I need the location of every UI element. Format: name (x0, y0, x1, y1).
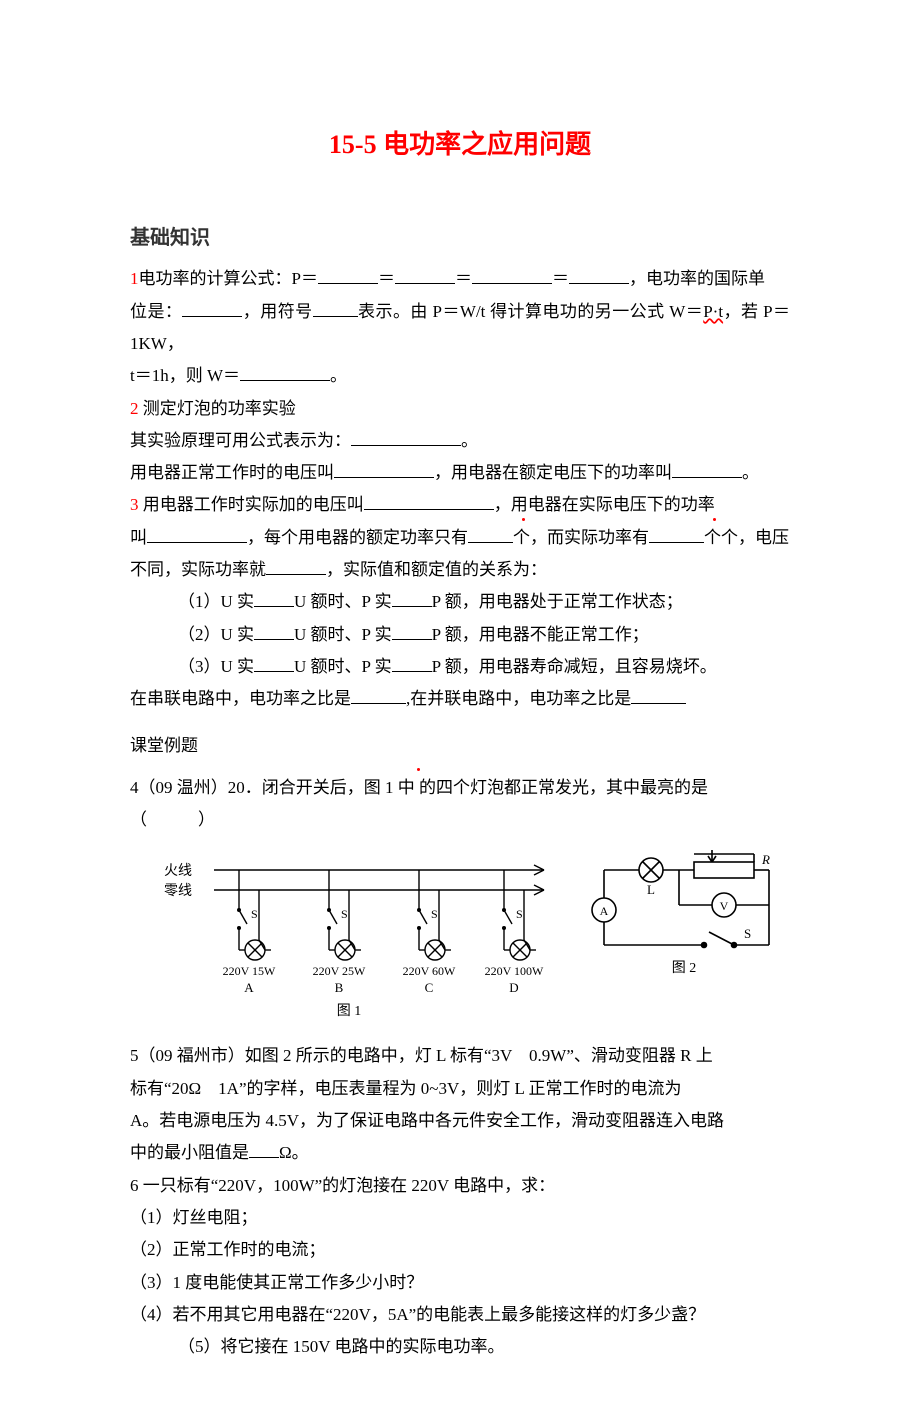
heading-basic: 基础知识 (130, 219, 790, 257)
q2-num: 2 (130, 399, 139, 418)
svg-text:S: S (251, 907, 258, 921)
q1-line2: 位是：，用符号表示。由 P＝W/t 得计算电功的另一公式 W＝P·t，若 P＝1… (130, 296, 790, 361)
blank (395, 266, 455, 284)
dot-accent: 个 (513, 522, 530, 554)
q3-rel1: （1）U 实U 额时、P 实P 额，用电器处于正常工作状态； (130, 586, 790, 618)
fig1-caption: 图 1 (337, 1004, 362, 1019)
fig2-caption: 图 2 (672, 961, 697, 976)
blank (468, 525, 513, 543)
q6-line2: （1）灯丝电阻； (130, 1202, 790, 1234)
figure-1: 火线 零线 S 220V 15W A S 220V 25W B S 220V 60W C S 220… (154, 850, 554, 1020)
q6-line3: （2）正常工作时的电流； (130, 1234, 790, 1266)
q3-rel3: （3）U 实U 额时、P 实P 额，用电器寿命减短，且容易烧坏。 (130, 651, 790, 683)
fig2-V: V (720, 899, 729, 913)
blank (392, 622, 432, 640)
fig2-L: L (647, 882, 655, 897)
fig2-A: A (600, 904, 609, 918)
blank (392, 654, 432, 672)
blank (351, 686, 406, 704)
q5-line1: 5（09 福州市）如图 2 所示的电路中，灯 L 标有“3V 0.9W”、滑动变… (130, 1040, 790, 1072)
q5-line3: A。若电源电压为 4.5V，为了保证电路中各元件安全工作，滑动变阻器连入电路 (130, 1105, 790, 1137)
q1-line3: t＝1h，则 W＝。 (130, 360, 790, 392)
blank (254, 654, 294, 672)
blank (364, 492, 494, 510)
blank (351, 428, 461, 446)
blank (672, 460, 742, 478)
fig2-R: R (761, 852, 770, 867)
blank (240, 363, 330, 381)
svg-text:220V 25W: 220V 25W (313, 964, 366, 978)
blank (254, 589, 294, 607)
blank (254, 622, 294, 640)
blank (313, 299, 358, 317)
blank (472, 266, 552, 284)
fig2-S: S (744, 926, 751, 941)
svg-text:220V 100W: 220V 100W (485, 964, 544, 978)
blank (631, 686, 686, 704)
blank (318, 266, 378, 284)
q4-line1: 4（09 温州）20．闭合开关后，图 1 中 的四个灯泡都正常发光，其中最亮的是 (130, 772, 790, 804)
q6-line4: （3）1 度电能使其正常工作多少小时？ (130, 1267, 790, 1299)
blank (249, 1140, 279, 1158)
zero-line-label: 零线 (164, 883, 192, 899)
blank (147, 525, 247, 543)
q1-num: 1 (130, 269, 139, 288)
figure-2: L R A V S 图 2 (584, 850, 784, 980)
svg-text:B: B (335, 980, 344, 995)
q2-line2: 其实验原理可用公式表示为：。 (130, 425, 790, 457)
q5-line4: 中的最小阻值是Ω。 (130, 1137, 790, 1169)
dot-accent: 个 (704, 522, 721, 554)
q4-line2: （ ） (130, 804, 790, 836)
q2-line3: 用电器正常工作时的电压叫，用电器在额定电压下的功率叫。 (130, 457, 790, 489)
page-title: 15-5 电功率之应用问题 (130, 120, 790, 169)
dot-accent (415, 772, 419, 804)
q2-line1: 2 测定灯泡的功率实验 (130, 393, 790, 425)
svg-text:S: S (516, 907, 523, 921)
blank (392, 589, 432, 607)
svg-text:220V 60W: 220V 60W (403, 964, 456, 978)
q3-series: 在串联电路中，电功率之比是,在并联电路中，电功率之比是 (130, 683, 790, 715)
blank (182, 299, 242, 317)
q1-line1: 1电功率的计算公式：P＝＝＝＝，电功率的国际单 (130, 263, 790, 295)
q3-rel2: （2）U 实U 额时、P 实P 额，用电器不能正常工作； (130, 619, 790, 651)
q6-line5: （4）若不用其它用电器在“220V，5A”的电能表上最多能接这样的灯多少盏？ (130, 1299, 790, 1331)
q3-line2: 叫，每个用电器的额定功率只有个，而实际功率有个个，电压 (130, 522, 790, 554)
svg-text:220V 15W: 220V 15W (223, 964, 276, 978)
svg-text:S: S (431, 907, 438, 921)
svg-text:C: C (425, 980, 434, 995)
q6-line1: 6 一只标有“220V，100W”的灯泡接在 220V 电路中，求： (130, 1170, 790, 1202)
svg-text:S: S (341, 907, 348, 921)
fire-line-label: 火线 (164, 863, 192, 879)
q3-num: 3 (130, 495, 139, 514)
q3-line3: 不同，实际功率就，实际值和额定值的关系为： (130, 554, 790, 586)
svg-text:A: A (244, 980, 254, 995)
heading-examples: 课堂例题 (130, 730, 790, 762)
wavy-pt: P·t (703, 302, 723, 321)
blank (334, 460, 434, 478)
q5-line2: 标有“20Ω 1A”的字样，电压表量程为 0~3V，则灯 L 正常工作时的电流为 (130, 1073, 790, 1105)
figure-2-wrap: L R A V S 图 2 (584, 850, 784, 980)
q6-line6: （5）将它接在 150V 电路中的实际电功率。 (130, 1331, 790, 1363)
blank (649, 525, 704, 543)
figures-row: 火线 零线 S 220V 15W A S 220V 25W B S 220V 60W C S 220… (154, 850, 790, 1020)
q3-line1: 3 用电器工作时实际加的电压叫，用电器在实际电压下的功率 (130, 489, 790, 521)
blank (266, 557, 326, 575)
svg-text:D: D (509, 980, 518, 995)
blank (569, 266, 629, 284)
